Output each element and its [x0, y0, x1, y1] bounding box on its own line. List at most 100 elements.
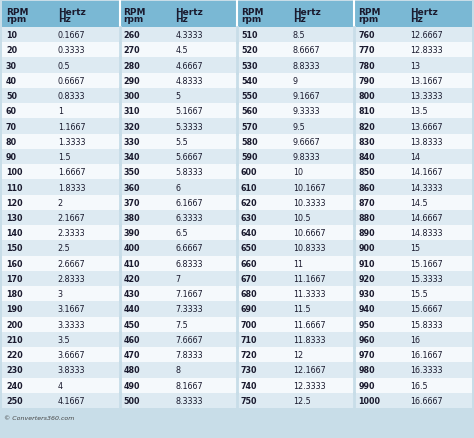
Text: 2.8333: 2.8333: [58, 274, 85, 283]
Text: 210: 210: [6, 335, 23, 344]
Text: 750: 750: [241, 396, 257, 405]
Bar: [119, 347, 237, 363]
Text: 950: 950: [358, 320, 375, 329]
Bar: [2, 393, 119, 408]
Text: 16: 16: [410, 335, 420, 344]
Text: 630: 630: [241, 213, 257, 223]
Text: 10.1667: 10.1667: [293, 183, 325, 192]
Text: Hz: Hz: [293, 14, 305, 24]
Text: 780: 780: [358, 61, 375, 71]
Text: 14: 14: [410, 153, 420, 162]
Text: rpm: rpm: [124, 14, 144, 24]
Bar: [2, 104, 119, 119]
Text: 0.3333: 0.3333: [58, 46, 85, 55]
Text: 800: 800: [358, 92, 375, 101]
Text: rpm: rpm: [358, 14, 379, 24]
Text: 6.3333: 6.3333: [175, 213, 203, 223]
Text: 0.5: 0.5: [58, 61, 70, 71]
Text: 930: 930: [358, 290, 375, 299]
Text: 1: 1: [58, 107, 63, 116]
Text: 700: 700: [241, 320, 257, 329]
Bar: [355, 28, 472, 43]
Text: 10.6667: 10.6667: [293, 229, 325, 238]
Text: 460: 460: [124, 335, 140, 344]
Text: 280: 280: [124, 61, 140, 71]
Text: 490: 490: [124, 381, 140, 390]
Text: 300: 300: [124, 92, 140, 101]
Bar: [355, 134, 472, 150]
Bar: [119, 363, 237, 378]
Text: 500: 500: [124, 396, 140, 405]
Text: 3.1667: 3.1667: [58, 305, 85, 314]
Text: 260: 260: [124, 31, 140, 40]
Bar: [119, 58, 237, 74]
Text: 7.1667: 7.1667: [175, 290, 203, 299]
Bar: [355, 165, 472, 180]
Text: Hz: Hz: [175, 14, 188, 24]
Text: 16.3333: 16.3333: [410, 366, 443, 374]
Text: 2.3333: 2.3333: [58, 229, 85, 238]
Text: 12.6667: 12.6667: [410, 31, 443, 40]
Text: 910: 910: [358, 259, 375, 268]
Text: 15: 15: [410, 244, 420, 253]
Text: 840: 840: [358, 153, 375, 162]
Bar: [237, 317, 355, 332]
Text: 3.3333: 3.3333: [58, 320, 85, 329]
Text: 10.8333: 10.8333: [293, 244, 325, 253]
Bar: [355, 43, 472, 58]
Text: 420: 420: [124, 274, 140, 283]
Text: 15.8333: 15.8333: [410, 320, 443, 329]
Text: 220: 220: [6, 350, 23, 359]
Bar: [237, 119, 355, 134]
Bar: [119, 393, 237, 408]
Text: 10: 10: [6, 31, 17, 40]
Text: 660: 660: [241, 259, 257, 268]
Text: 400: 400: [124, 244, 140, 253]
Bar: [119, 195, 237, 210]
Bar: [237, 150, 355, 165]
Bar: [119, 286, 237, 302]
Bar: [355, 271, 472, 286]
Text: 4.8333: 4.8333: [175, 77, 203, 86]
Bar: [2, 271, 119, 286]
Text: RPM: RPM: [6, 7, 28, 17]
Bar: [355, 104, 472, 119]
Text: 880: 880: [358, 213, 375, 223]
Text: 8.5: 8.5: [293, 31, 305, 40]
Text: 14.3333: 14.3333: [410, 183, 443, 192]
Bar: [237, 195, 355, 210]
Text: 9.6667: 9.6667: [293, 138, 320, 146]
Text: 4.3333: 4.3333: [175, 31, 203, 40]
Text: RPM: RPM: [241, 7, 264, 17]
Text: 580: 580: [241, 138, 258, 146]
Text: 6: 6: [175, 183, 180, 192]
Bar: [2, 363, 119, 378]
Bar: [119, 119, 237, 134]
Text: 3.8333: 3.8333: [58, 366, 85, 374]
Text: 14.5: 14.5: [410, 198, 428, 207]
Text: 4.1667: 4.1667: [58, 396, 85, 405]
Text: 11.8333: 11.8333: [293, 335, 325, 344]
Bar: [237, 363, 355, 378]
Text: Hertz: Hertz: [410, 7, 438, 17]
Bar: [119, 74, 237, 89]
Text: 970: 970: [358, 350, 375, 359]
Text: 990: 990: [358, 381, 375, 390]
Text: 16.6667: 16.6667: [410, 396, 443, 405]
Text: 13.6667: 13.6667: [410, 122, 443, 131]
Text: 620: 620: [241, 198, 258, 207]
Bar: [237, 104, 355, 119]
Text: 6.1667: 6.1667: [175, 198, 203, 207]
Bar: [2, 2, 54, 28]
Text: 560: 560: [241, 107, 257, 116]
Text: 8.6667: 8.6667: [293, 46, 320, 55]
Text: 15.6667: 15.6667: [410, 305, 443, 314]
Text: 890: 890: [358, 229, 375, 238]
Text: 770: 770: [358, 46, 375, 55]
Bar: [119, 43, 237, 58]
Text: 520: 520: [241, 46, 258, 55]
Text: 140: 140: [6, 229, 22, 238]
Text: 470: 470: [124, 350, 140, 359]
Text: 10.3333: 10.3333: [293, 198, 325, 207]
Text: 2.1667: 2.1667: [58, 213, 85, 223]
